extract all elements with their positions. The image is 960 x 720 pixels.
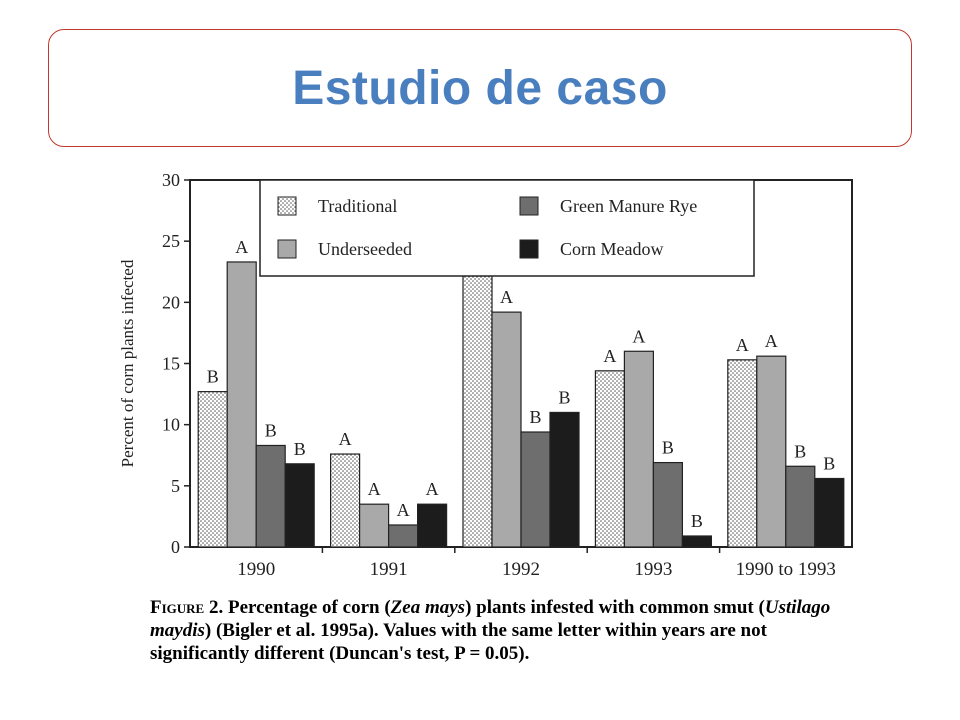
bar-letter: A [368,479,381,499]
bar-letter: B [294,439,306,459]
bar-letter: A [397,500,410,520]
legend-swatch [277,196,297,216]
bar [727,359,758,548]
y-axis-label: Percent of corn plants infected [118,259,137,467]
y-tick-label: 20 [162,292,180,312]
bar-letter: B [794,441,806,461]
bar-letter: B [265,420,277,440]
bar-letter: B [558,387,570,407]
bar-chart: 0 5 10 15 20 25 30 Percent of corn plants infec… [118,170,853,580]
y-tick-label: 5 [171,476,180,496]
bar [814,477,845,548]
bar [491,311,522,548]
bar [284,463,315,548]
caption-text-2: ) plants infested with common smut ( [465,597,765,618]
bar-letter: A [603,346,616,366]
bar [756,355,787,548]
bar-letter: A [426,479,439,499]
y-tick-label: 30 [162,170,180,190]
bar [197,391,228,548]
bar-letter: A [339,429,352,449]
legend-box [259,179,755,277]
bar [785,465,816,548]
legend-label: Corn Meadow [560,239,663,259]
bar-letter: B [662,438,674,458]
caption-italic-1: Zea mays [390,597,466,618]
x-tick-label: 1990 to 1993 [736,559,836,580]
bar-letter: B [529,407,541,427]
caption-figure-label: Figure 2. [150,597,224,618]
legend-swatch [519,196,539,216]
bar-letter: B [691,511,703,531]
y-tick-label: 10 [162,415,180,435]
bar [681,535,713,548]
legend-label: Green Manure Rye [560,196,697,216]
y-tick-label: 15 [162,354,180,374]
x-tick-label: 1993 [634,559,672,580]
bar-letter: A [500,287,513,307]
caption-text-3: ) (Bigler et al. 1995a). Values with the… [150,620,767,664]
slide-title: Estudio de caso [292,61,668,115]
bar [359,503,390,548]
bar [388,524,419,548]
title-box: Estudio de caso [48,29,912,147]
bar-letter: A [235,237,248,257]
bar [226,261,257,548]
x-tick-label: 1992 [502,559,540,580]
legend-swatch [277,239,297,259]
x-tick-label: 1991 [370,559,408,580]
y-tick-label: 25 [162,231,180,251]
bar-letter: B [823,453,835,473]
bar [417,503,448,548]
legend-label: Traditional [318,196,397,216]
bar [623,350,655,548]
bar-letter: B [207,367,219,387]
bar [549,411,580,548]
x-tick-label: 1990 [237,559,275,580]
bar [255,444,286,548]
bar-letter: A [632,326,645,346]
legend-swatch [519,239,539,259]
bar [520,431,551,548]
bar-letter: A [765,331,778,351]
y-tick-label: 0 [171,537,180,557]
legend-label: Underseeded [318,239,412,259]
bar [594,370,626,548]
chart-legend: Traditional Underseeded Green Manure Rye Co… [259,179,755,277]
bar [652,461,684,548]
figure-caption: Figure 2. Percentage of corn (Zea mays) … [150,596,870,665]
caption-italic-2: Ustilago maydis [150,597,831,641]
bar [330,453,361,548]
caption-text-1: Percentage of corn ( [223,597,391,618]
bar-letter: A [736,335,749,355]
